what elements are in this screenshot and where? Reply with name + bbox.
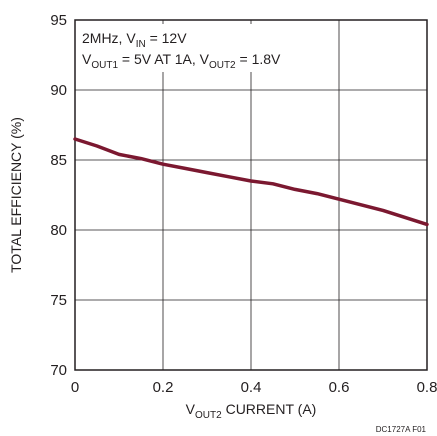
annotation-box [77, 24, 335, 72]
annotation-line-1: 2MHz, VIN = 12V [82, 30, 187, 50]
x-tick-labels: 0 0.2 0.4 0.6 0.8 [71, 379, 437, 396]
x-tick-label: 0.2 [153, 379, 174, 396]
grid [74, 19, 428, 371]
y-tick-label: 95 [50, 12, 67, 29]
series-line-efficiency [73, 137, 429, 227]
x-tick-label: 0.4 [241, 379, 262, 396]
y-tick-labels: 70 75 80 85 90 95 [50, 12, 67, 379]
x-tick-label: 0.8 [417, 379, 437, 396]
x-tick-label: 0 [71, 379, 79, 396]
y-tick-label: 70 [50, 362, 67, 379]
y-tick-label: 85 [50, 152, 67, 169]
y-tick-label: 90 [50, 82, 67, 99]
y-tick-label: 75 [50, 292, 67, 309]
figure-id: DC1727A F01 [376, 425, 427, 434]
x-tick-label: 0.6 [329, 379, 350, 396]
plot-frame [74, 19, 428, 371]
y-axis-title: TOTAL EFFICIENCY (%) [8, 117, 24, 273]
y-tick-label: 80 [50, 222, 67, 239]
annotation-line-2: VOUT1 = 5V AT 1A, VOUT2 = 1.8V [82, 51, 281, 71]
series-layer [73, 137, 429, 227]
x-axis-title: VOUT2 CURRENT (A) [186, 401, 317, 421]
